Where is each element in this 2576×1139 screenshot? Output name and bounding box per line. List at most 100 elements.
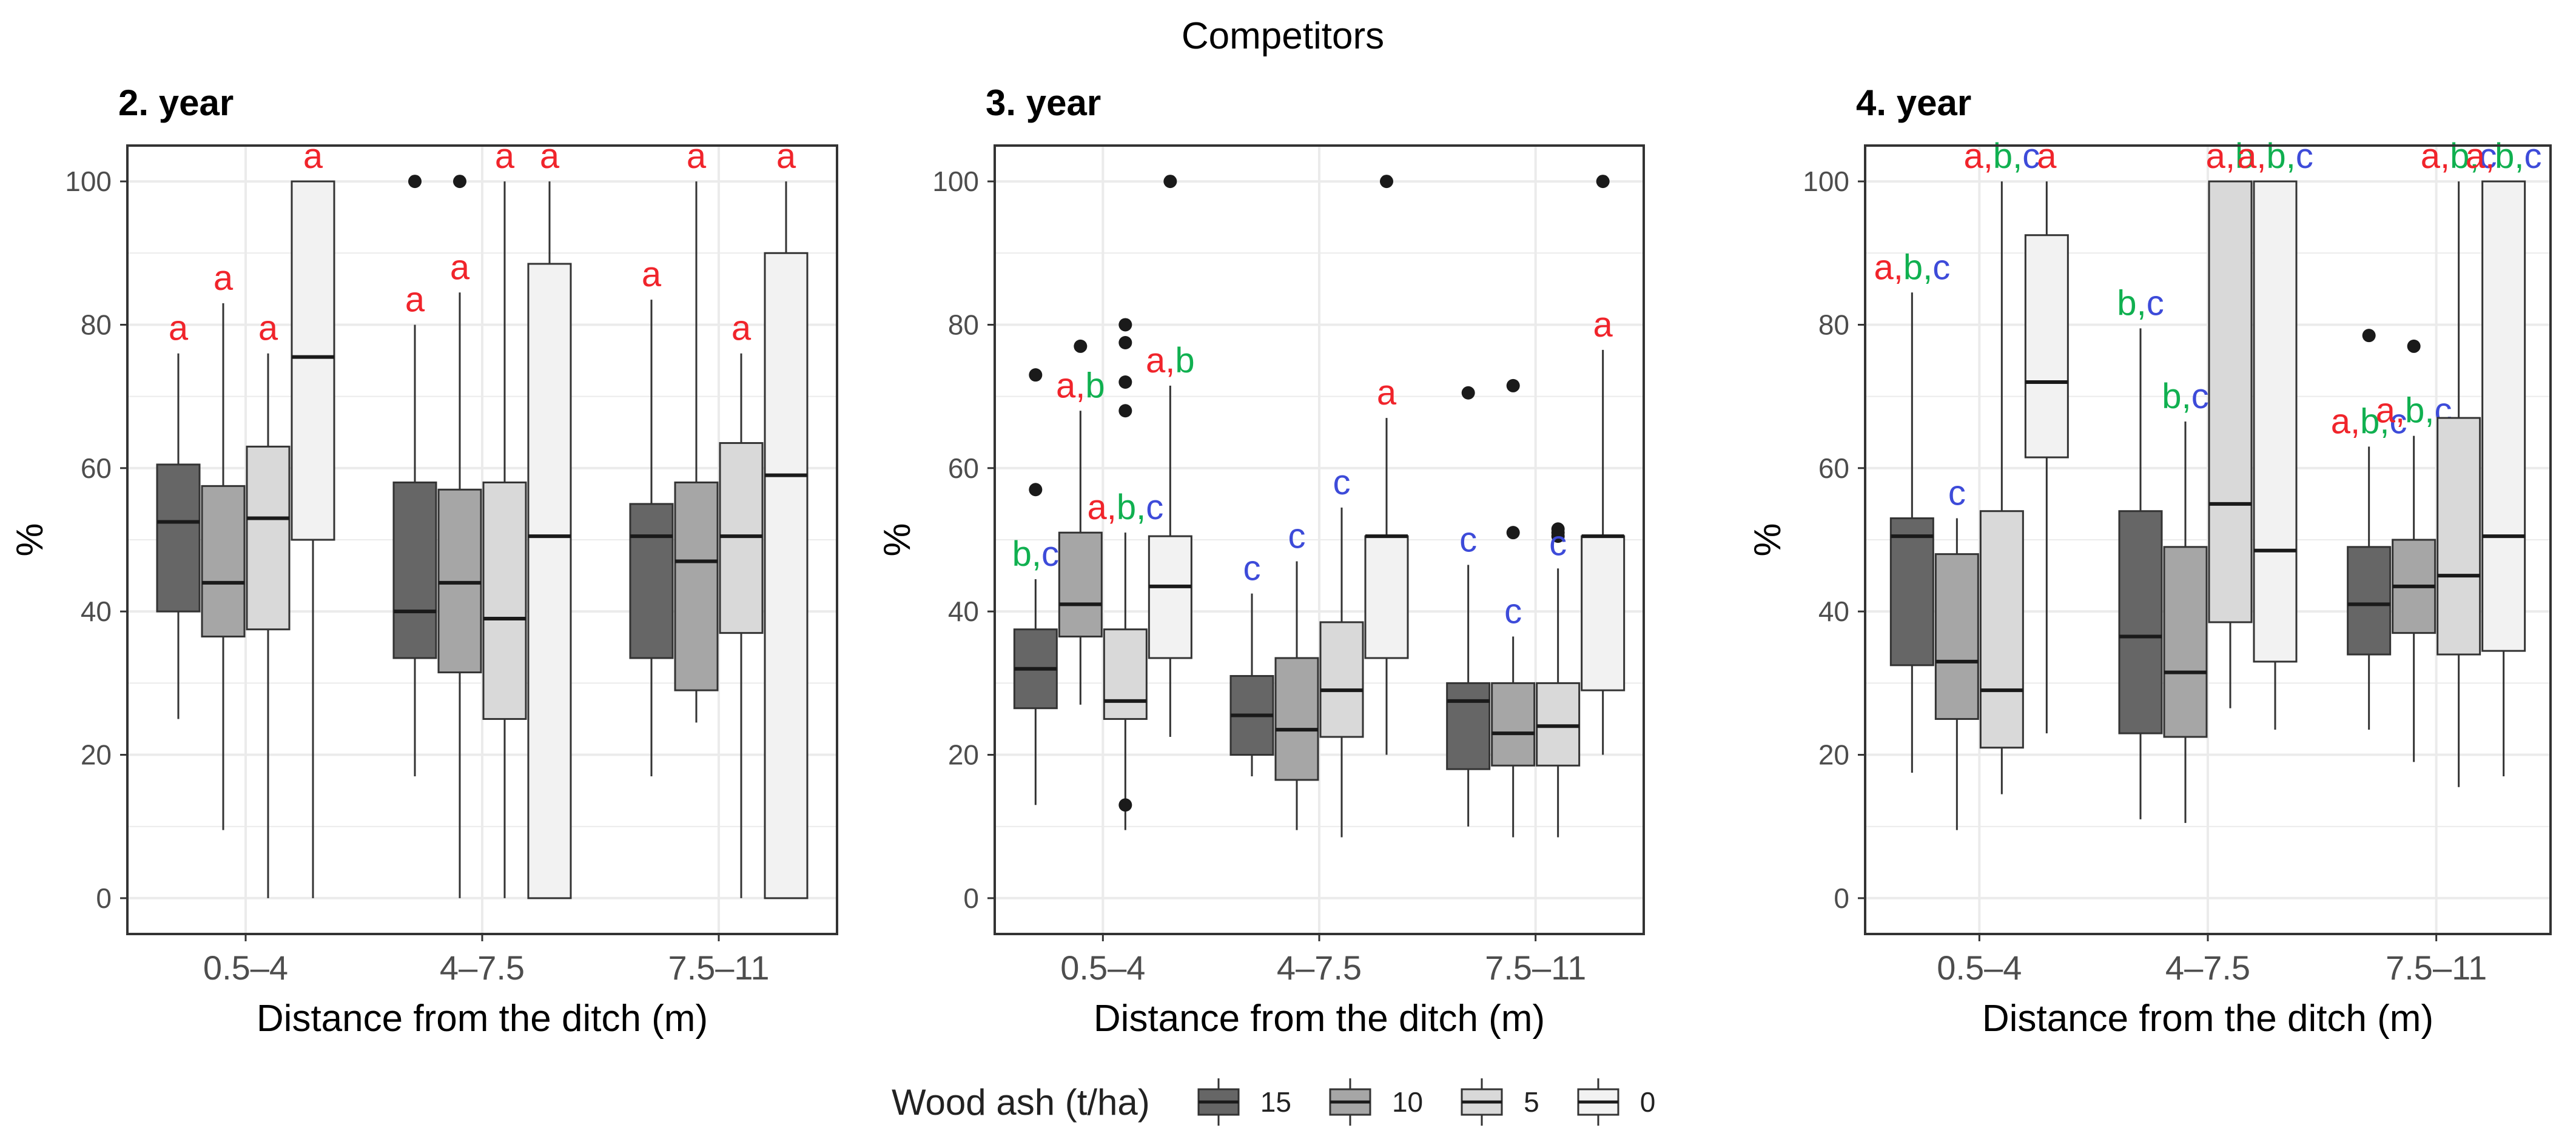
significance-letters: a,b xyxy=(1146,341,1195,380)
letter-c: c xyxy=(1504,592,1522,631)
letter-a: a xyxy=(258,309,278,348)
box-0-1: a xyxy=(291,136,335,898)
letter-separator: , xyxy=(2440,136,2450,176)
y-tick-label: 100 xyxy=(932,166,979,197)
y-tick-label: 0 xyxy=(1834,882,1849,914)
box-10-1: a xyxy=(201,258,246,830)
letter-b: b xyxy=(2450,136,2469,176)
significance-letters: c xyxy=(1243,549,1261,588)
letter-a: a xyxy=(169,309,189,348)
legend-item-15: 15 xyxy=(1192,1076,1291,1128)
box-body xyxy=(1446,682,1491,770)
box-body xyxy=(1364,535,1409,659)
significance-letters: b,c xyxy=(1012,534,1059,574)
letter-c: c xyxy=(2524,136,2542,176)
letter-c: c xyxy=(1459,520,1477,559)
significance-letters: a xyxy=(1377,373,1397,412)
box-body xyxy=(1889,517,1934,667)
letter-separator: , xyxy=(1075,366,1085,405)
letter-b: b xyxy=(2235,136,2255,176)
box-body xyxy=(1103,628,1148,720)
box-15-2: b,c xyxy=(2117,283,2164,819)
box-5-3: a,b,c xyxy=(2421,136,2497,787)
box-body xyxy=(291,180,335,541)
significance-letters: a,b,c xyxy=(1963,136,2040,176)
legend-title: Wood ash (t/ha) xyxy=(892,1081,1150,1123)
letter-b: b xyxy=(1117,488,1136,527)
y-tick-label: 20 xyxy=(948,739,979,771)
letter-separator: , xyxy=(1165,341,1175,380)
letter-separator: , xyxy=(2514,136,2524,176)
box-5-2: c xyxy=(1319,463,1364,838)
significance-letters: c xyxy=(1948,474,1966,513)
outlier-point xyxy=(1380,175,1393,189)
box-10-2: a xyxy=(437,175,482,898)
significance-letters: a,b,c xyxy=(2466,136,2542,176)
legend-label-0: 0 xyxy=(1639,1086,1656,1118)
letter-separator: , xyxy=(2013,136,2022,176)
box-10-1: a,b xyxy=(1056,339,1105,705)
letter-a: a xyxy=(1963,136,1983,176)
letter-a: a xyxy=(2466,136,2486,176)
letter-a: a xyxy=(405,280,425,319)
box-body xyxy=(1934,553,1979,720)
panel-title: 2. year xyxy=(118,82,234,123)
significance-letters: a,b,c xyxy=(1874,247,1950,287)
letter-separator: , xyxy=(2485,136,2495,176)
significance-letters: a xyxy=(642,255,662,294)
letter-a: a xyxy=(2421,136,2441,176)
box-body xyxy=(1491,682,1536,767)
significance-letters: c xyxy=(1459,520,1477,559)
box-15-2: a xyxy=(392,175,437,776)
box-10-2: c xyxy=(1274,516,1319,830)
legend-key-10 xyxy=(1329,1078,1371,1126)
box-10-3: a,b,c xyxy=(2376,339,2452,762)
letter-b: b xyxy=(2267,136,2286,176)
y-tick-label: 20 xyxy=(81,739,112,771)
box-body xyxy=(629,503,674,659)
letter-a: a xyxy=(303,136,323,176)
y-tick-label: 60 xyxy=(81,452,112,484)
box-0-3: a xyxy=(764,136,809,899)
letter-b: b xyxy=(2360,402,2379,441)
y-axis-title: % xyxy=(9,523,51,556)
letter-c: c xyxy=(1146,488,1163,527)
significance-letters: a,b,c xyxy=(2237,136,2313,176)
letter-a: a xyxy=(1593,305,1613,344)
x-tick-label: 4–7.5 xyxy=(440,949,525,987)
letter-a: a xyxy=(2331,402,2351,441)
x-tick-label: 7.5–11 xyxy=(2386,949,2487,987)
box-body xyxy=(2208,180,2253,623)
letter-c: c xyxy=(2147,283,2164,323)
letter-c: c xyxy=(1333,463,1351,502)
y-tick-label: 100 xyxy=(1803,166,1849,197)
y-tick-label: 60 xyxy=(1818,452,1849,484)
y-tick-label: 80 xyxy=(948,309,979,340)
letter-separator: , xyxy=(2424,391,2434,431)
letter-separator: , xyxy=(1136,488,1146,527)
box-0-1: a xyxy=(2024,136,2069,734)
letter-c: c xyxy=(1288,516,1306,556)
legend-label-10: 10 xyxy=(1391,1086,1424,1118)
significance-letters: a,b,c xyxy=(2421,136,2497,176)
x-tick-label: 7.5–11 xyxy=(1485,949,1586,987)
legend-item-0: 0 xyxy=(1572,1076,1656,1128)
panel-title: 4. year xyxy=(1856,82,1971,123)
box-15-2: c xyxy=(1229,549,1274,776)
letter-b: b xyxy=(1175,341,1194,380)
box-body xyxy=(764,252,809,899)
box-0-3: a xyxy=(1581,175,1626,755)
outlier-point xyxy=(1118,318,1132,332)
box-0-3: a,b,c xyxy=(2466,136,2542,776)
box-body xyxy=(1319,621,1364,738)
legend-key-0 xyxy=(1577,1078,1619,1126)
significance-letters: a xyxy=(495,136,515,176)
box-15-1: a,b,c xyxy=(1874,247,1950,773)
outlier-point xyxy=(1163,175,1177,189)
letter-b: b xyxy=(2405,391,2424,431)
box-body xyxy=(1979,510,2024,749)
letter-a: a xyxy=(1874,247,1894,287)
significance-letters: a xyxy=(776,136,796,176)
box-15-1: a xyxy=(156,309,201,719)
y-axis-title: % xyxy=(1747,523,1789,556)
